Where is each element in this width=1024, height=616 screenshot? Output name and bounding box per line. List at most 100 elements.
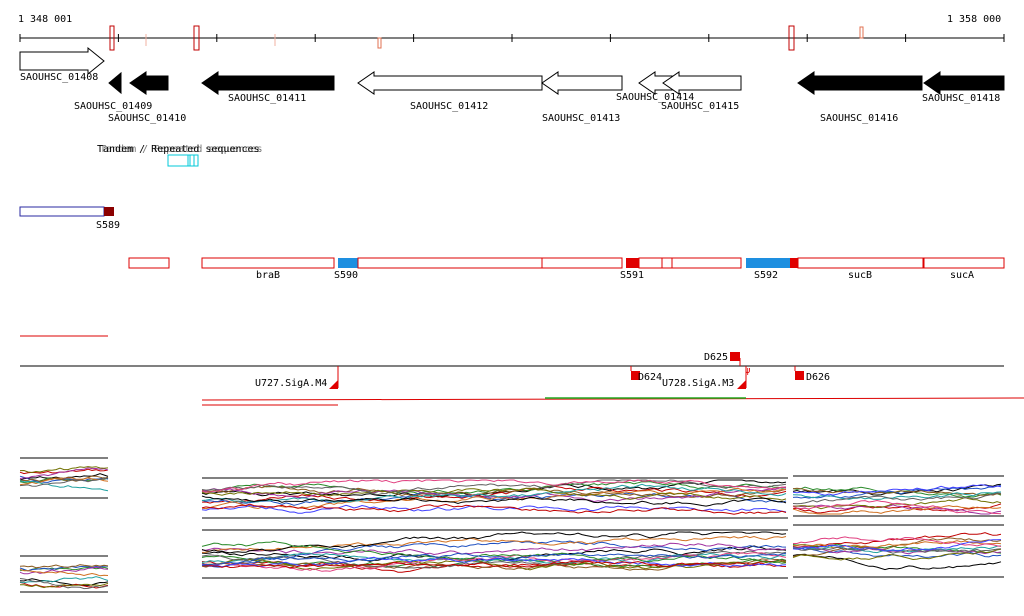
expression-profile-line	[792, 487, 1002, 496]
promoter-u727[interactable]	[329, 380, 338, 389]
gene-saouhsc-01412[interactable]	[357, 71, 543, 95]
expression-profile-line	[201, 479, 787, 498]
gene-saouhsc-01416[interactable]	[797, 71, 923, 95]
segment-box[interactable]	[638, 257, 663, 269]
promoter-d624[interactable]	[631, 371, 640, 380]
gene-saouhsc-01409[interactable]	[108, 71, 122, 95]
segment-label: S590	[334, 270, 358, 281]
segment-brab[interactable]	[201, 257, 335, 269]
repeat-label: Tandem / Repeated sequences	[97, 144, 260, 155]
ruler-end-label: 1 358 000	[947, 14, 1001, 25]
repeat-block[interactable]	[187, 154, 195, 167]
gene-label: SAOUHSC_01416	[820, 113, 898, 124]
expression-profile-line	[792, 537, 1002, 557]
gene-track: SAOUHSC_01408 SAOUHSC_01409 SAOUHSC_0141…	[19, 46, 1005, 124]
expression-profile-line	[201, 535, 787, 553]
gene-label: SAOUHSC_01411	[228, 93, 306, 104]
expression-profile-line	[201, 479, 787, 496]
expression-profile-line	[792, 548, 1002, 561]
expression-profile-line	[201, 492, 787, 506]
expression-profile-line	[792, 545, 1002, 554]
expression-profile-line	[793, 536, 1002, 547]
expression-profile-line	[19, 578, 109, 586]
terminator-icon: ψ	[745, 366, 750, 376]
ruler-start-label: 1 348 001	[18, 14, 72, 25]
transcript-line	[201, 397, 1024, 401]
expression-profile-line	[201, 495, 787, 507]
expression-profile-line	[201, 485, 787, 504]
expression-profiles	[19, 457, 1004, 593]
segment-label: S592	[754, 270, 778, 281]
gene-label: SAOUHSC_01414	[616, 92, 694, 103]
segment-suca[interactable]	[923, 257, 1005, 269]
segment-label: braB	[256, 270, 280, 281]
segment-label: S589	[96, 220, 120, 231]
segment-label: sucA	[950, 270, 974, 281]
promoter-d626[interactable]	[795, 371, 804, 380]
segment-s591[interactable]	[626, 258, 639, 268]
gene-saouhsc-01418[interactable]	[923, 71, 1005, 95]
expression-profile-line	[201, 558, 787, 569]
segment-red[interactable]	[790, 258, 798, 268]
expression-profile-line	[19, 466, 109, 474]
segment-box[interactable]	[541, 257, 623, 269]
expression-profile-line	[201, 503, 787, 515]
promoter-d625[interactable]	[730, 352, 740, 361]
gene-label: SAOUHSC_01410	[108, 113, 186, 124]
expression-profile-line	[201, 542, 787, 556]
gene-label: SAOUHSC_01412	[410, 101, 488, 112]
expression-profile-line	[792, 532, 1002, 548]
gene-saouhsc-01411[interactable]	[201, 71, 335, 95]
repeat-block[interactable]	[193, 154, 199, 167]
expression-profile-line	[792, 491, 1002, 500]
promoter-track: D625 ψ D624 U727.SigA.M4 U728.SigA.M3 D6…	[20, 335, 1024, 406]
gene-label: SAOUHSC_01413	[542, 113, 620, 124]
expression-profile-line	[19, 477, 109, 486]
segment-box[interactable]	[671, 257, 742, 269]
expression-profile-line	[792, 539, 1002, 552]
segment-track: braB S590 S591 S592 sucB sucA	[128, 257, 1005, 281]
segment-s590[interactable]	[338, 258, 358, 268]
expression-profile-line	[201, 556, 787, 568]
expression-profile-line	[792, 553, 1002, 571]
gene-label: SAOUHSC_01418	[922, 93, 1000, 104]
segment-label: S591	[620, 270, 644, 281]
promoter-u728[interactable]	[737, 380, 746, 389]
segment-box[interactable]	[661, 257, 673, 269]
expression-profile-line	[792, 503, 1002, 514]
segment-s589[interactable]: S589	[19, 206, 120, 231]
gene-saouhsc-01410[interactable]	[129, 71, 169, 95]
expression-profile-line	[201, 552, 787, 566]
coordinate-ruler: 1 348 001 1 358 000	[18, 14, 1005, 51]
segment-s592[interactable]	[746, 258, 790, 268]
repeat-block[interactable]	[167, 154, 191, 167]
expression-profile-line	[201, 558, 787, 571]
expression-profile-line	[201, 504, 787, 514]
expression-profile-line	[20, 582, 109, 589]
expression-profile-line	[19, 576, 109, 584]
expression-profile-line	[792, 499, 1002, 515]
gene-saouhsc-01413[interactable]	[541, 71, 623, 95]
promoter-label: U727.SigA.M4	[255, 378, 327, 389]
promoter-label: D626	[806, 372, 830, 383]
expression-profile-line	[19, 480, 109, 492]
expression-profile-line	[201, 486, 787, 503]
expression-profile-line	[792, 484, 1002, 496]
gene-saouhsc-01408[interactable]	[19, 46, 105, 76]
segment-box[interactable]	[357, 257, 543, 269]
segment-sucb[interactable]	[797, 257, 924, 269]
repeat-label-overlap: Tandem / Repeated sequences	[100, 144, 263, 155]
expression-profile-line	[792, 505, 1002, 515]
segment-box[interactable]	[128, 257, 170, 269]
gene-saouhsc-01414[interactable]	[638, 71, 673, 95]
expression-profile-line	[792, 546, 1002, 554]
expression-profile-line	[201, 531, 787, 554]
expression-profile-line	[19, 568, 109, 577]
promoter-label: D625	[704, 352, 728, 363]
expression-profile-line	[19, 467, 109, 479]
expression-profile-line	[19, 578, 109, 590]
gene-saouhsc-01415[interactable]	[662, 71, 742, 95]
expression-profile-line	[19, 475, 109, 482]
